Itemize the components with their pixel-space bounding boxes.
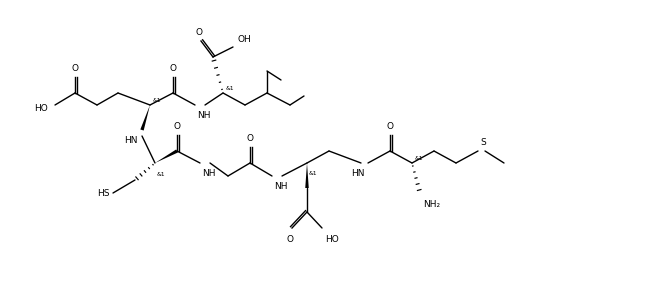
Text: &1: &1 <box>226 86 235 91</box>
Text: HO: HO <box>325 235 339 244</box>
Polygon shape <box>305 163 309 188</box>
Polygon shape <box>155 150 178 163</box>
Text: NH₂: NH₂ <box>423 200 440 209</box>
Text: NH: NH <box>202 169 215 178</box>
Text: HN: HN <box>352 169 365 178</box>
Text: OH: OH <box>237 35 251 44</box>
Text: NH: NH <box>274 182 288 191</box>
Polygon shape <box>141 105 150 130</box>
Text: O: O <box>174 122 181 131</box>
Text: O: O <box>72 64 79 73</box>
Text: S: S <box>480 138 486 147</box>
Text: O: O <box>195 28 203 37</box>
Text: O: O <box>246 134 253 143</box>
Text: HN: HN <box>124 136 138 145</box>
Text: HS: HS <box>97 188 110 197</box>
Text: O: O <box>170 64 177 73</box>
Text: &1: &1 <box>157 172 166 177</box>
Text: HO: HO <box>34 103 48 112</box>
Text: &1: &1 <box>309 171 317 176</box>
Text: &1: &1 <box>153 98 162 103</box>
Text: O: O <box>286 235 293 244</box>
Text: NH: NH <box>197 111 210 120</box>
Text: O: O <box>386 122 393 131</box>
Text: &1: &1 <box>415 156 424 161</box>
